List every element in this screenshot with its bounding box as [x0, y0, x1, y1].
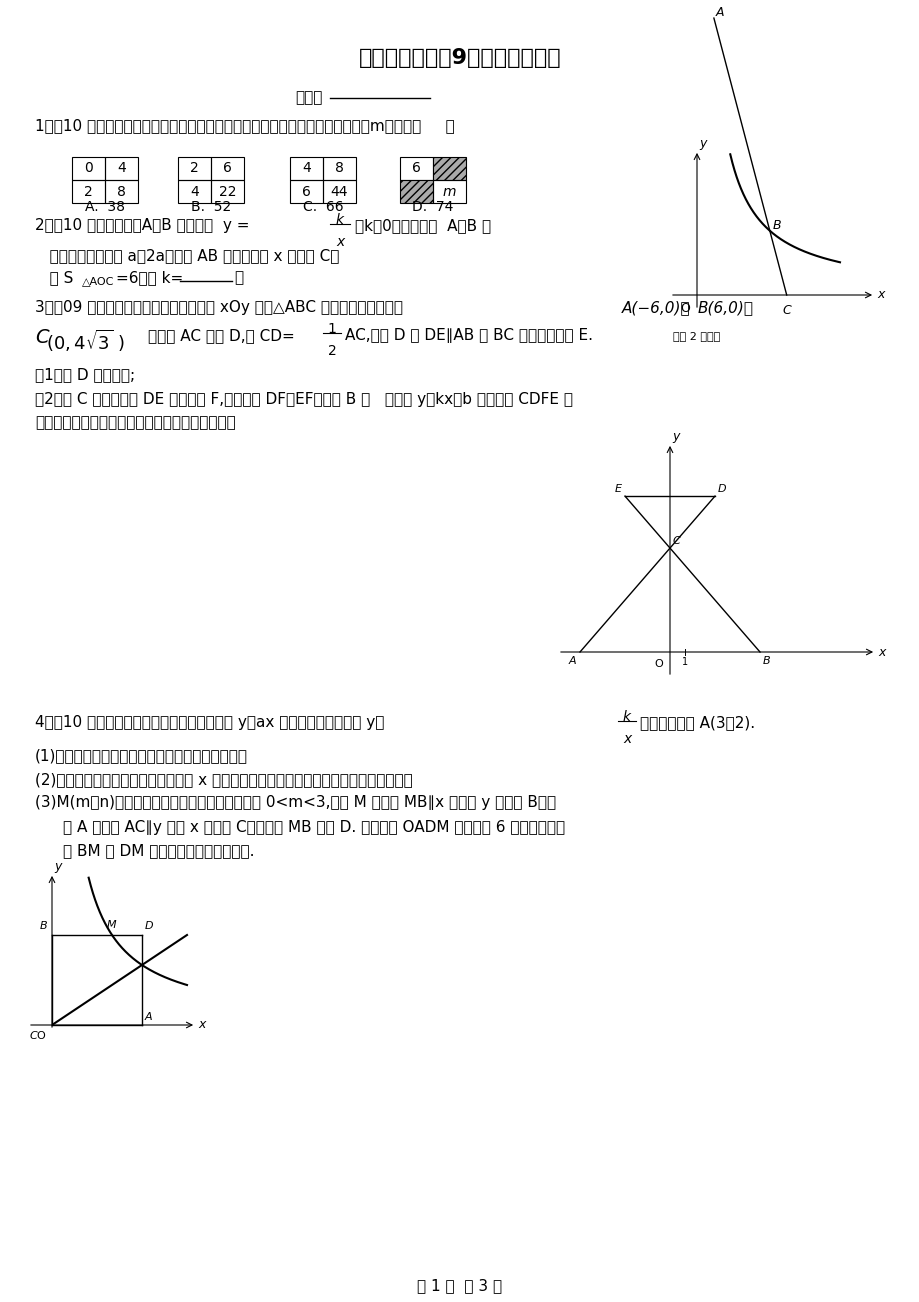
- Text: E: E: [614, 484, 621, 495]
- Text: y: y: [698, 137, 706, 150]
- Text: 6: 6: [301, 185, 311, 198]
- Text: A.  38: A. 38: [85, 201, 125, 214]
- Bar: [289, 180, 323, 203]
- Text: ，延长 AC 到点 D,使 CD=: ，延长 AC 到点 D,使 CD=: [148, 328, 294, 342]
- Text: m: m: [442, 185, 456, 198]
- Text: x: x: [876, 289, 883, 302]
- Text: B: B: [772, 219, 780, 232]
- Bar: [400, 180, 433, 203]
- Text: A(−6,0)，: A(−6,0)，: [621, 299, 690, 315]
- Text: 的图象交于点 A(3，2).: 的图象交于点 A(3，2).: [640, 715, 754, 730]
- Text: 段 BM 与 DM 的大小关系，并说明理由.: 段 BM 与 DM 的大小关系，并说明理由.: [62, 842, 255, 858]
- Text: $(0,4\sqrt{3}\ )$: $(0,4\sqrt{3}\ )$: [46, 328, 125, 354]
- Text: C: C: [35, 328, 49, 348]
- Text: 4: 4: [190, 185, 199, 198]
- Bar: [177, 158, 210, 180]
- Text: (2)根据图象回答，在第一象限内，当 x 取何值时，反比例函数的值大于正比例函数的值？: (2)根据图象回答，在第一象限内，当 x 取何值时，反比例函数的值大于正比例函数…: [35, 772, 413, 786]
- Text: 2: 2: [327, 344, 336, 358]
- Bar: [210, 180, 244, 203]
- Text: A: A: [715, 7, 723, 20]
- Text: 姓名：: 姓名：: [295, 90, 322, 105]
- Text: 第 1 页  共 3 页: 第 1 页 共 3 页: [417, 1279, 502, 1293]
- Text: 4: 4: [301, 161, 311, 176]
- Text: C: C: [781, 303, 790, 316]
- Text: 6: 6: [222, 161, 232, 176]
- Bar: [323, 158, 356, 180]
- Text: A: A: [568, 656, 575, 667]
- Text: 22: 22: [219, 185, 236, 198]
- Text: C.  66: C. 66: [302, 201, 343, 214]
- Text: 2．（10 盐城）如图，A、B 是双曲线  y =: 2．（10 盐城）如图，A、B 是双曲线 y =: [35, 217, 249, 233]
- Text: x: x: [335, 234, 344, 249]
- Text: D: D: [717, 484, 726, 495]
- Text: y: y: [54, 861, 62, 874]
- Text: 点 A 作直线 AC∥y 轴交 x 轴于点 C，交直线 MB 于点 D. 当四边形 OADM 的面积为 6 时，请判断线: 点 A 作直线 AC∥y 轴交 x 轴于点 C，交直线 MB 于点 D. 当四边…: [62, 820, 564, 835]
- Text: O: O: [36, 1031, 45, 1042]
- Text: 6: 6: [412, 161, 421, 176]
- Bar: [210, 158, 244, 180]
- Text: 8: 8: [335, 161, 344, 176]
- Text: 1: 1: [681, 658, 687, 667]
- Text: D: D: [145, 921, 153, 931]
- Text: 2: 2: [84, 185, 93, 198]
- Text: D.  74: D. 74: [412, 201, 453, 214]
- Text: B.  52: B. 52: [190, 201, 231, 214]
- Text: C: C: [30, 1031, 38, 1042]
- Text: y: y: [671, 430, 678, 443]
- Text: O: O: [679, 302, 689, 315]
- Bar: [433, 180, 466, 203]
- Text: =6，则 k=: =6，则 k=: [116, 270, 183, 285]
- Bar: [177, 180, 210, 203]
- Bar: [400, 158, 433, 180]
- Text: (1)试确定上述正比例函数和反比例函数的表达式；: (1)试确定上述正比例函数和反比例函数的表达式；: [35, 749, 248, 763]
- Bar: [105, 180, 138, 203]
- Text: （第 2 题图）: （第 2 题图）: [673, 331, 720, 341]
- Text: 44: 44: [331, 185, 348, 198]
- Text: B: B: [40, 921, 47, 931]
- Text: O: O: [653, 659, 663, 669]
- Text: B: B: [762, 656, 770, 667]
- Text: k: k: [335, 214, 344, 227]
- Text: x: x: [198, 1018, 205, 1031]
- Text: A: A: [145, 1012, 153, 1022]
- Text: 1: 1: [327, 322, 336, 336]
- Text: 4．（10 北京密云）已知：如图，正比例函数 y＝ax 的图象与反比例函数 y＝: 4．（10 北京密云）已知：如图，正比例函数 y＝ax 的图象与反比例函数 y＝: [35, 715, 384, 730]
- Text: x: x: [877, 646, 884, 659]
- Text: 点的横坐标分别是 a、2a，线段 AB 的延长线交 x 轴于点 C，: 点的横坐标分别是 a、2a，线段 AB 的延长线交 x 轴于点 C，: [35, 247, 339, 263]
- Text: 2: 2: [190, 161, 199, 176]
- Text: M: M: [108, 921, 117, 930]
- Text: k: k: [622, 710, 630, 724]
- Text: 8: 8: [117, 185, 126, 198]
- Bar: [289, 158, 323, 180]
- Text: 4: 4: [117, 161, 126, 176]
- Text: 1．（10 盐城）填在下面各正方形中的四个数之间都有相同的规律，据此规律，m的值是（     ）: 1．（10 盐城）填在下面各正方形中的四个数之间都有相同的规律，据此规律，m的值…: [35, 118, 454, 133]
- Text: （2）作 C 点关于直线 DE 的对称点 F,分别连结 DF、EF，若过 B 点   的直线 y＝kx＋b 将四边形 CDFE 分: （2）作 C 点关于直线 DE 的对称点 F,分别连结 DF、EF，若过 B 点…: [35, 392, 573, 408]
- Text: 0: 0: [84, 161, 93, 176]
- Text: 3．（09 北京）如图，在平面直角坐标系 xOy 中，△ABC 三个点的坐标分别为: 3．（09 北京）如图，在平面直角坐标系 xOy 中，△ABC 三个点的坐标分别…: [35, 299, 407, 315]
- Text: （1）求 D 点的坐标;: （1）求 D 点的坐标;: [35, 367, 135, 381]
- Text: AC,过点 D 作 DE∥AB 交 BC 的延长线于点 E.: AC,过点 D 作 DE∥AB 交 BC 的延长线于点 E.: [345, 328, 593, 342]
- Text: C: C: [673, 536, 680, 546]
- Bar: [72, 180, 105, 203]
- Text: x: x: [622, 732, 630, 746]
- Text: （k＞0）上的点，  A、B 两: （k＞0）上的点， A、B 两: [355, 217, 491, 233]
- Text: ．: ．: [233, 270, 243, 285]
- Bar: [433, 158, 466, 180]
- Text: △AOC: △AOC: [82, 276, 114, 286]
- Text: (3)M(m，n)是反比例函数图象上的一动点，其中 0<m<3,过点 M 作直线 MB∥x 轴，交 y 轴于点 B；过: (3)M(m，n)是反比例函数图象上的一动点，其中 0<m<3,过点 M 作直线…: [35, 796, 555, 810]
- Bar: [72, 158, 105, 180]
- Text: 初三数学讲义（9）代数综合问题: 初三数学讲义（9）代数综合问题: [358, 48, 561, 68]
- Bar: [323, 180, 356, 203]
- Text: 成周长相等的两个四边形，确定此直线的解析式；: 成周长相等的两个四边形，确定此直线的解析式；: [35, 415, 235, 430]
- Bar: [105, 158, 138, 180]
- Text: B(6,0)，: B(6,0)，: [698, 299, 754, 315]
- Text: 若 S: 若 S: [35, 270, 74, 285]
